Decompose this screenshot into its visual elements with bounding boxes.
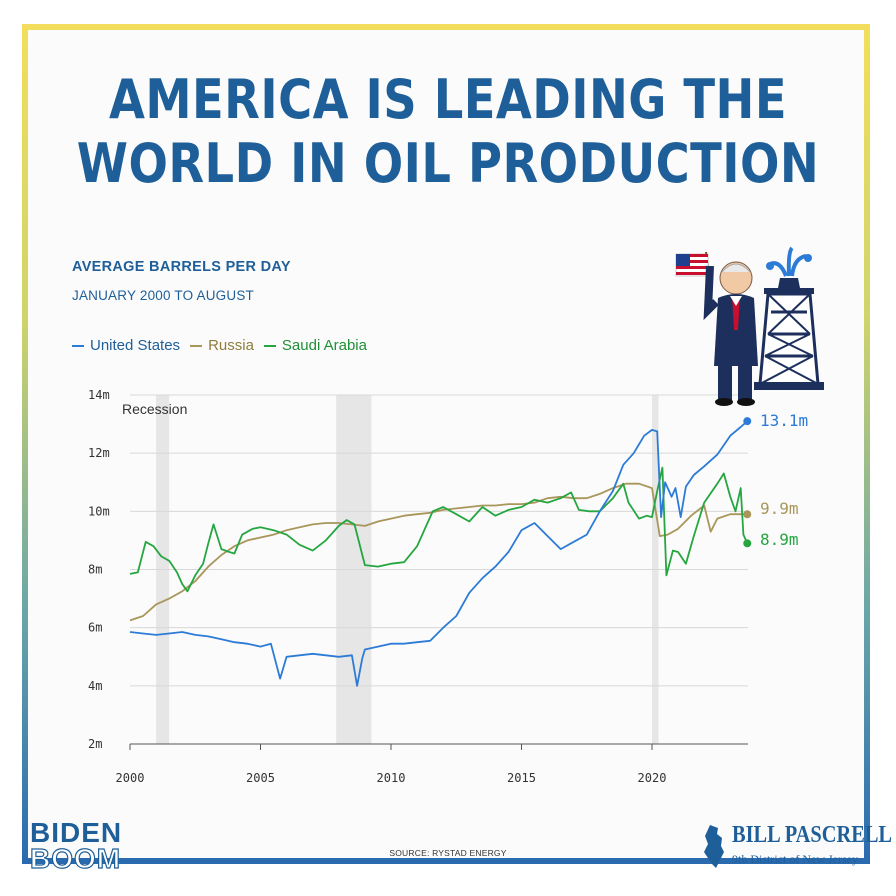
- y-tick-label: 10m: [88, 504, 110, 518]
- legend-label: United States: [90, 337, 181, 354]
- pascrell-logo-name: BILL PASCRELL: [732, 822, 893, 848]
- legend-item-united-states: United States: [72, 337, 180, 354]
- new-jersey-map-icon: [704, 825, 724, 868]
- x-tick-label: 2015: [507, 771, 536, 785]
- y-tick-label: 12m: [88, 446, 110, 460]
- pascrell-logo-district: 9th District of New Jersey: [732, 852, 858, 866]
- series-line-russia: [129, 482, 748, 622]
- page-title: AMERICA IS LEADING THE WORLD IN OIL PROD…: [63, 68, 834, 196]
- oil-derrick-icon: [754, 246, 824, 390]
- y-tick-label: 14m: [88, 388, 110, 402]
- chart-legend: United States Russia Saudi Arabia: [72, 337, 377, 354]
- series-end-dot-united-states: [743, 417, 752, 426]
- person-figure-icon: [703, 261, 758, 406]
- legend-label: Saudi Arabia: [281, 337, 367, 354]
- series-end-label-russia: 9.9m: [760, 499, 799, 518]
- legend-swatch: [190, 345, 203, 348]
- x-tick-label: 2000: [116, 771, 145, 785]
- series-line-united-states: [129, 420, 748, 687]
- title-line-2: WORLD IN OIL PRODUCTION: [76, 132, 820, 195]
- y-tick-label: 6m: [88, 621, 102, 635]
- biden-boom-logo-line-2: BOOM: [29, 843, 122, 874]
- chart-subtitle: AVERAGE BARRELS PER DAY: [72, 259, 291, 275]
- series-end-label-saudi-arabia: 8.9m: [760, 530, 799, 549]
- biden-boom-logo: BIDEN BOOM: [29, 817, 123, 874]
- x-tick-label: 2020: [638, 771, 667, 785]
- legend-swatch: [72, 345, 84, 348]
- legend-swatch: [263, 345, 276, 348]
- y-tick-label: 2m: [88, 737, 102, 751]
- y-tick-label: 4m: [88, 679, 102, 693]
- title-line-1: AMERICA IS LEADING THE: [109, 68, 787, 131]
- series-line-saudi-arabia: [129, 466, 749, 593]
- end-labels: 9.9m 8.9m 13.1m: [743, 411, 808, 549]
- recession-label: Recession: [122, 401, 187, 417]
- legend-label: Russia: [208, 337, 254, 354]
- legend-item-russia: Russia: [190, 337, 254, 354]
- biden-boom-logo-line-1: BIDEN: [30, 817, 123, 848]
- source-note: SOURCE: RYSTAD ENERGY: [389, 848, 507, 858]
- series-end-label-united-states: 13.1m: [760, 411, 808, 430]
- legend-item-saudi-arabia: Saudi Arabia: [263, 337, 367, 354]
- illustration: [675, 246, 824, 406]
- x-tick-label: 2010: [377, 771, 406, 785]
- series-end-dot-saudi-arabia: [743, 539, 752, 548]
- x-tick-label: 2005: [246, 771, 275, 785]
- y-tick-label: 8m: [88, 563, 102, 577]
- chart-series: [129, 420, 749, 687]
- chart-date-range: JANUARY 2000 TO AUGUST: [72, 288, 254, 303]
- chart-ticks: 2m 4m 6m 8m 10m 12m 14m 2000 2005 2010 2015 2020: [88, 388, 666, 785]
- series-end-dot-russia: [743, 510, 752, 519]
